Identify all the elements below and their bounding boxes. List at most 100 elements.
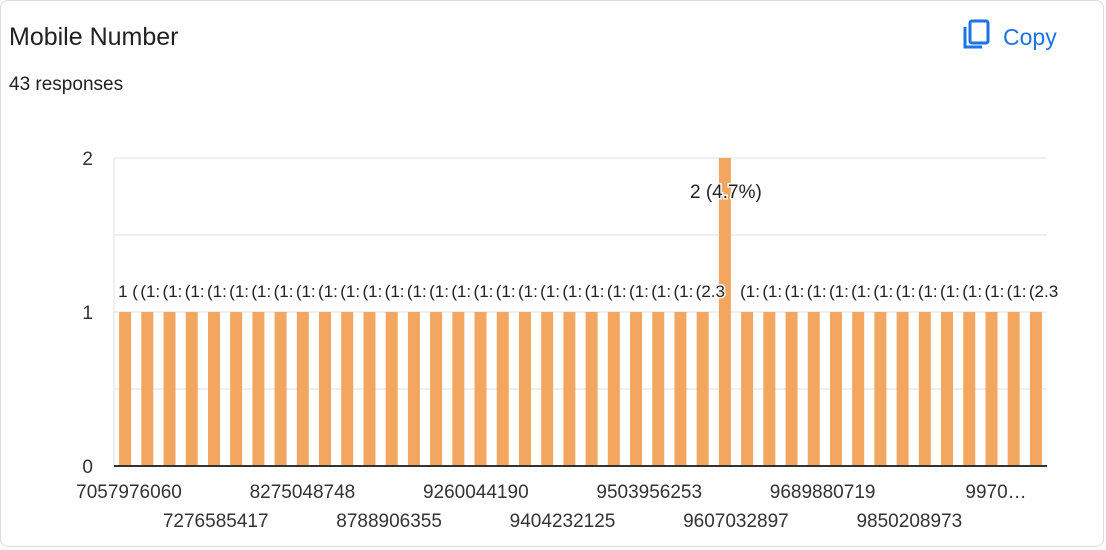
bar (763, 312, 776, 466)
x-tick-label: 8788906355 (336, 511, 442, 532)
x-tick-label: 7276585417 (163, 511, 269, 532)
data-label: (1: (851, 282, 871, 301)
bar (585, 312, 598, 466)
bar (607, 312, 620, 466)
bar (496, 312, 509, 466)
bar (1029, 312, 1042, 466)
copy-icon (961, 19, 991, 56)
bar (674, 312, 687, 466)
data-label: (1: (629, 282, 649, 301)
data-label: (1: (318, 282, 338, 301)
copy-label: Copy (1003, 23, 1057, 50)
data-label: (1: (185, 282, 205, 301)
bar (741, 312, 754, 466)
bar (407, 312, 420, 466)
data-label: (1: (829, 282, 849, 301)
bar (385, 312, 398, 466)
data-label: (1: (585, 282, 605, 301)
x-tick-label: 7057976060 (76, 482, 182, 503)
bar (252, 312, 265, 466)
bar (807, 312, 820, 466)
bar (541, 312, 554, 466)
bar (163, 312, 176, 466)
bar (652, 312, 665, 466)
y-tick-label: 0 (82, 457, 93, 478)
data-label: (1: (673, 282, 693, 301)
data-label: (1: (274, 282, 294, 301)
bar (630, 312, 643, 466)
x-tick-label: 9689880719 (770, 482, 876, 503)
bar (1007, 312, 1020, 466)
data-label: (1: (207, 282, 227, 301)
data-label: (1: (873, 282, 893, 301)
data-label: (1: (562, 282, 582, 301)
question-title: Mobile Number (9, 23, 179, 51)
bar (430, 312, 443, 466)
data-label: (1: (807, 282, 827, 301)
bar (785, 312, 798, 466)
data-label: (1: (785, 282, 805, 301)
bar (296, 312, 309, 466)
data-label: (1: (296, 282, 316, 301)
data-label: (1: (251, 282, 271, 301)
copy-button[interactable]: Copy (961, 15, 1091, 59)
bar (918, 312, 931, 466)
x-tick-label: 9970… (965, 482, 1026, 503)
bar (319, 312, 332, 466)
data-label: (1: (229, 282, 249, 301)
data-label: (1: (940, 282, 960, 301)
bar (874, 312, 887, 466)
data-label: (1: (540, 282, 560, 301)
data-label: (1: (651, 282, 671, 301)
data-label: (2.3 (1029, 282, 1058, 301)
bar (563, 312, 576, 466)
bar (474, 312, 487, 466)
data-label: (1: (896, 282, 916, 301)
bar (274, 312, 287, 466)
bar (141, 312, 154, 466)
data-label: (1: (407, 282, 427, 301)
data-label: (1: (362, 282, 382, 301)
data-label: 2 (4.7%) (690, 182, 762, 203)
data-label: (1: (140, 282, 160, 301)
x-tick-label: 9503956253 (596, 482, 702, 503)
bar (941, 312, 954, 466)
x-tick-label: 9404232125 (510, 511, 616, 532)
bar (185, 312, 198, 466)
data-label: (1: (474, 282, 494, 301)
bar (696, 312, 709, 466)
x-tick-label: 8275048748 (250, 482, 356, 503)
data-label: (1: (451, 282, 471, 301)
x-tick-label: 9260044190 (423, 482, 529, 503)
bar (896, 312, 909, 466)
data-label: (1: (984, 282, 1004, 301)
bar (363, 312, 376, 466)
bar (985, 312, 998, 466)
data-label: (2.3 (696, 282, 725, 301)
bar (852, 312, 865, 466)
x-tick-label: 9850208973 (856, 511, 962, 532)
data-label: (1: (762, 282, 782, 301)
y-tick-label: 2 (82, 149, 93, 170)
bar (341, 312, 354, 466)
bar (452, 312, 465, 466)
data-label: (1: (962, 282, 982, 301)
data-label: (1: (429, 282, 449, 301)
x-tick-label: 9607032897 (683, 511, 789, 532)
bar (963, 312, 976, 466)
bar (829, 312, 842, 466)
bar (718, 158, 731, 466)
data-label: (1: (385, 282, 405, 301)
bar (207, 312, 220, 466)
data-label: (1: (607, 282, 627, 301)
y-tick-label: 1 (82, 303, 93, 324)
data-label: 1 ( (118, 282, 138, 301)
bar (230, 312, 243, 466)
data-label: (1: (518, 282, 538, 301)
data-label: (1: (340, 282, 360, 301)
data-label: (1: (1007, 282, 1027, 301)
data-label: (1: (740, 282, 760, 301)
data-label: (1: (163, 282, 183, 301)
